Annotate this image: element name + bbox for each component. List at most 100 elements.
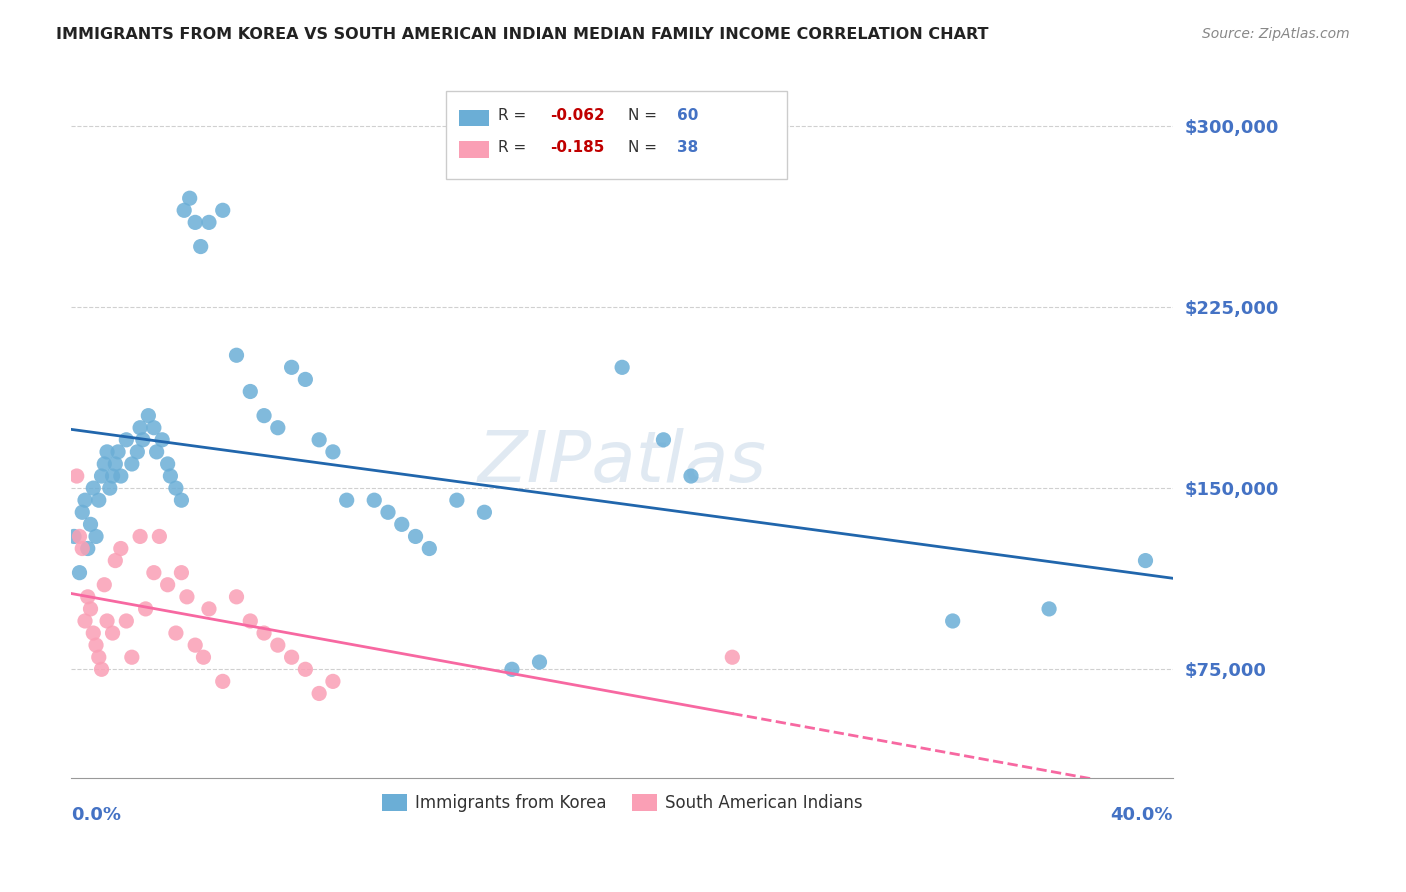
Point <box>79 517 101 532</box>
Point <box>267 638 290 652</box>
Point <box>90 662 112 676</box>
Point <box>211 674 233 689</box>
Point <box>308 686 330 700</box>
Point <box>76 541 98 556</box>
Point <box>165 481 187 495</box>
Text: 40.0%: 40.0% <box>1111 806 1173 824</box>
Point <box>72 541 94 556</box>
FancyBboxPatch shape <box>446 92 787 179</box>
Point <box>501 662 523 676</box>
Point <box>190 239 212 253</box>
Point <box>98 481 121 495</box>
Text: R =: R = <box>498 109 530 123</box>
Point <box>267 421 290 435</box>
Point <box>76 590 98 604</box>
Point <box>942 614 965 628</box>
Point <box>156 578 179 592</box>
Point <box>193 650 215 665</box>
Point <box>173 203 195 218</box>
Point <box>129 421 152 435</box>
Point <box>322 674 344 689</box>
Point <box>127 445 149 459</box>
Point <box>96 614 118 628</box>
Point <box>176 590 198 604</box>
Text: R =: R = <box>498 140 530 155</box>
Point <box>363 493 385 508</box>
Point <box>69 529 91 543</box>
Point <box>211 203 233 218</box>
Point <box>253 409 276 423</box>
Point <box>87 493 110 508</box>
Point <box>82 481 104 495</box>
Point <box>73 493 96 508</box>
Point <box>107 445 129 459</box>
Point <box>84 638 107 652</box>
Point <box>225 348 247 362</box>
Point <box>82 626 104 640</box>
Point <box>652 433 675 447</box>
Point <box>610 360 633 375</box>
FancyBboxPatch shape <box>460 110 489 127</box>
Point <box>110 541 132 556</box>
Point <box>239 614 262 628</box>
Text: N =: N = <box>627 109 661 123</box>
Point <box>529 655 551 669</box>
Point <box>69 566 91 580</box>
Point <box>121 457 143 471</box>
Point <box>63 529 86 543</box>
Point <box>159 469 181 483</box>
Text: 0.0%: 0.0% <box>72 806 121 824</box>
Point <box>322 445 344 459</box>
Legend: Immigrants from Korea, South American Indians: Immigrants from Korea, South American In… <box>375 788 869 819</box>
Point <box>115 433 138 447</box>
Point <box>336 493 359 508</box>
Text: -0.185: -0.185 <box>551 140 605 155</box>
Point <box>104 457 127 471</box>
Point <box>129 529 152 543</box>
Point <box>93 457 115 471</box>
Point <box>142 566 165 580</box>
Text: Source: ZipAtlas.com: Source: ZipAtlas.com <box>1202 27 1350 41</box>
Point <box>418 541 440 556</box>
Text: IMMIGRANTS FROM KOREA VS SOUTH AMERICAN INDIAN MEDIAN FAMILY INCOME CORRELATION : IMMIGRANTS FROM KOREA VS SOUTH AMERICAN … <box>56 27 988 42</box>
Point <box>446 493 468 508</box>
Point <box>142 421 165 435</box>
Point <box>170 493 193 508</box>
Point <box>165 626 187 640</box>
Point <box>294 372 316 386</box>
Point <box>90 469 112 483</box>
Point <box>239 384 262 399</box>
Point <box>253 626 276 640</box>
Point <box>377 505 399 519</box>
Point <box>1135 553 1157 567</box>
Point <box>294 662 316 676</box>
Point <box>405 529 427 543</box>
Text: -0.062: -0.062 <box>551 109 605 123</box>
Point <box>184 215 207 229</box>
Point <box>84 529 107 543</box>
Point <box>66 469 89 483</box>
FancyBboxPatch shape <box>460 141 489 158</box>
Point <box>198 215 221 229</box>
Point <box>150 433 173 447</box>
Point <box>721 650 744 665</box>
Point <box>115 614 138 628</box>
Point <box>138 409 160 423</box>
Point <box>104 553 127 567</box>
Text: 60: 60 <box>678 109 699 123</box>
Text: 38: 38 <box>678 140 699 155</box>
Point <box>121 650 143 665</box>
Point <box>87 650 110 665</box>
Point <box>156 457 179 471</box>
Point <box>79 602 101 616</box>
Point <box>225 590 247 604</box>
Point <box>93 578 115 592</box>
Point <box>132 433 155 447</box>
Point <box>72 505 94 519</box>
Point <box>391 517 413 532</box>
Point <box>1038 602 1060 616</box>
Point <box>280 360 302 375</box>
Point <box>101 626 124 640</box>
Text: N =: N = <box>627 140 661 155</box>
Point <box>280 650 302 665</box>
